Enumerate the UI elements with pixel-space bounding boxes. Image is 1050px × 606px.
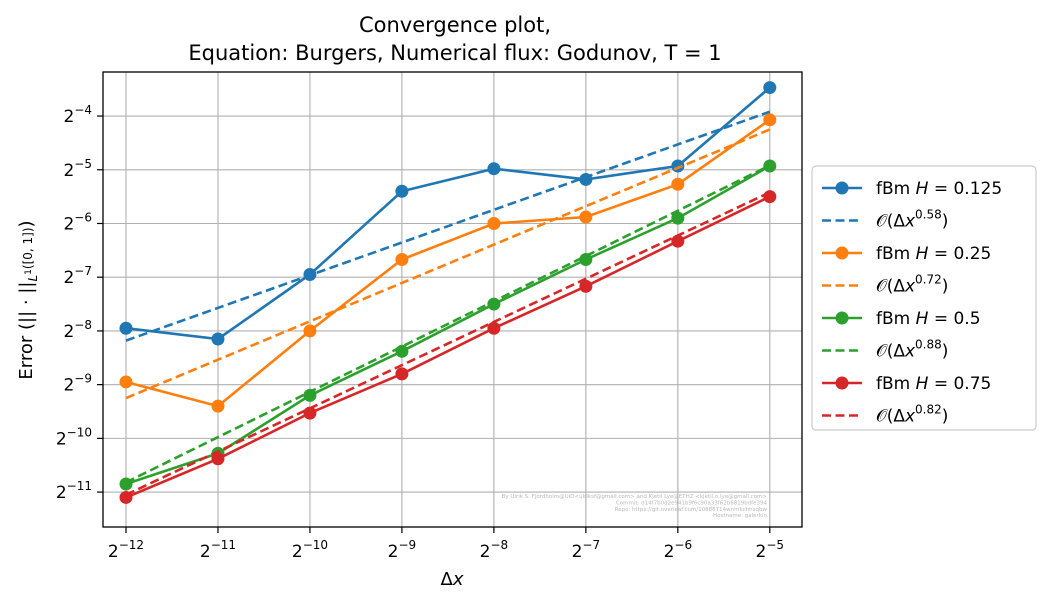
legend-label: fBm H = 0.125 [876, 179, 1002, 199]
data-point [487, 216, 501, 230]
watermark-line: Hostname: galerkin [713, 513, 767, 519]
grid [103, 72, 802, 527]
data-point [395, 367, 409, 381]
data-point [763, 190, 777, 204]
legend-entry: fBm H = 0.5 [822, 309, 981, 329]
x-tick-label: 2−6 [664, 538, 693, 562]
data-point [395, 344, 409, 358]
watermark-line: Repo: https://git.overleaf.com/10886714w… [615, 507, 768, 513]
y-tick-label: 2−8 [63, 318, 92, 342]
x-tick-label: 2−9 [388, 538, 417, 562]
watermark-line: By Ulrik S. Fjordholm@UiO<ulriksf@gmail.… [502, 494, 768, 500]
legend-label: fBm H = 0.5 [876, 309, 981, 329]
data-point [303, 406, 317, 420]
legend-label: 𝒪(Δx0.72) [876, 273, 948, 297]
axes: 2−12 2−11 2−10 2−9 2−8 2−7 2−6 2−5 2−11 2−10 2−9 2−… [56, 71, 803, 562]
data-point [579, 279, 593, 293]
legend: fBm H = 0.125 𝒪(Δx0.58) fBm H = 0.25 𝒪(Δx0.… [811, 165, 1037, 431]
data-point [395, 252, 409, 266]
legend-swatch-marker [835, 311, 849, 325]
data-point [395, 184, 409, 198]
data-point [119, 321, 133, 335]
series-line-6 [125, 195, 771, 499]
legend-swatch-marker [835, 181, 849, 195]
fit-line-3 [125, 128, 771, 400]
data-point [763, 113, 777, 127]
y-tick-label: 2−11 [56, 479, 92, 503]
data-point [487, 297, 501, 311]
data-point [211, 399, 225, 413]
y-tick-label: 2−4 [63, 103, 92, 127]
legend-box [811, 165, 1037, 431]
fit-line-1 [125, 110, 771, 342]
legend-entry: 𝒪(Δx0.58) [822, 208, 948, 232]
legend-entry: 𝒪(Δx0.72) [822, 273, 948, 297]
data-point [671, 177, 685, 191]
y-axis-label: Error (|| · ||L1([0, 1])) [16, 220, 40, 379]
chart-title-line2: Equation: Burgers, Numerical flux: Godun… [188, 41, 721, 65]
data-point [303, 388, 317, 402]
data-point [579, 210, 593, 224]
fit-line-5 [125, 164, 771, 484]
legend-entry: fBm H = 0.75 [822, 374, 991, 394]
series-line-4 [125, 164, 771, 486]
data-point [303, 324, 317, 338]
legend-label: 𝒪(Δx0.88) [876, 338, 948, 362]
legend-entry: fBm H = 0.25 [822, 244, 991, 264]
y-tick-label: 2−10 [56, 425, 92, 449]
y-tick-label: 2−5 [63, 157, 92, 181]
data-point [119, 375, 133, 389]
data-point [211, 332, 225, 346]
x-tick-label: 2−5 [756, 538, 785, 562]
watermark-line: Commit: d14f7b0d2e941b9f6c90a33f62b6819b… [616, 500, 768, 506]
data-point [487, 321, 501, 335]
data-point [671, 234, 685, 248]
legend-label: fBm H = 0.25 [876, 244, 991, 264]
x-tick-label: 2−11 [200, 538, 236, 562]
x-tick-label: 2−12 [108, 538, 144, 562]
x-tick-label: 2−8 [480, 538, 509, 562]
legend-label: 𝒪(Δx0.82) [876, 403, 948, 427]
data-point [763, 81, 777, 95]
y-tick-label: 2−7 [63, 264, 92, 288]
y-tick-label: 2−9 [63, 372, 92, 396]
x-tick-label: 2−10 [292, 538, 328, 562]
legend-label: 𝒪(Δx0.58) [876, 208, 948, 232]
series-line-2 [125, 118, 771, 408]
legend-label: fBm H = 0.75 [876, 374, 991, 394]
series-line-0 [125, 86, 771, 341]
x-axis-label: Δx [441, 569, 464, 590]
chart-title-line1: Convergence plot, [359, 13, 551, 37]
plot-frame [102, 71, 803, 528]
legend-swatch-marker [835, 376, 849, 390]
legend-swatch-marker [835, 246, 849, 260]
legend-entry: fBm H = 0.125 [822, 179, 1002, 199]
legend-entry: 𝒪(Δx0.88) [822, 338, 948, 362]
data-point [487, 162, 501, 176]
x-tick-label: 2−7 [572, 538, 601, 562]
series-layer [119, 81, 777, 504]
data-point [671, 211, 685, 225]
fit-line-7 [125, 191, 771, 496]
data-point [211, 452, 225, 466]
legend-entry: 𝒪(Δx0.82) [822, 403, 948, 427]
y-tick-label: 2−6 [63, 210, 92, 234]
data-point [579, 252, 593, 266]
chart-text: Convergence plot, Equation: Burgers, Nume… [16, 13, 768, 590]
